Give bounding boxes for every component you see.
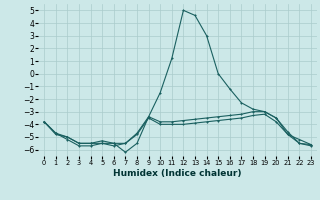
X-axis label: Humidex (Indice chaleur): Humidex (Indice chaleur) (113, 169, 242, 178)
